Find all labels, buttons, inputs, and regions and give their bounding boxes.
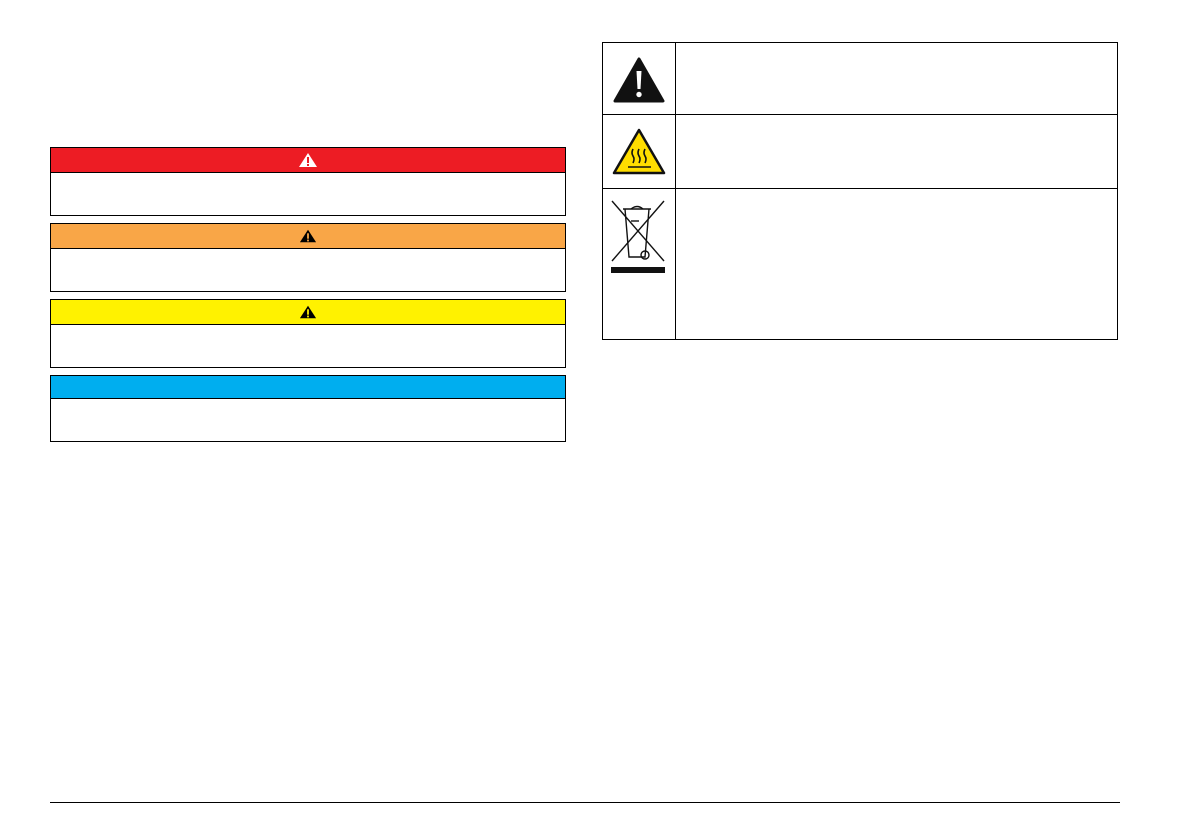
warning-triangle-black-icon: [299, 305, 317, 319]
symbol-table: [602, 42, 1118, 340]
warning-header: [51, 224, 565, 249]
table-row: [602, 188, 1118, 340]
hot-surface-icon: [612, 128, 666, 175]
description-cell: [675, 188, 1118, 340]
caution-header: [51, 300, 565, 325]
description-cell: [675, 42, 1118, 115]
caution-body: [51, 325, 565, 367]
caution-notice: [50, 299, 566, 368]
symbol-cell: [602, 188, 676, 340]
danger-header: [51, 148, 565, 173]
symbol-cell: [602, 114, 676, 189]
warning-notice: [50, 223, 566, 292]
general-warning-icon: [613, 57, 665, 103]
weee-crossed-bin-icon: [611, 200, 665, 273]
footer-rule: [50, 802, 1120, 803]
description-cell: [675, 114, 1118, 189]
danger-body: [51, 173, 565, 215]
warning-triangle-black-icon: [299, 229, 317, 243]
table-row: [602, 42, 1118, 115]
symbol-cell: [602, 42, 676, 115]
info-notice: [50, 375, 566, 442]
warning-body: [51, 249, 565, 291]
danger-notice: [50, 147, 566, 216]
info-body: [51, 399, 565, 441]
info-header: [51, 376, 565, 399]
warning-triangle-white-icon: [299, 153, 317, 167]
table-row: [602, 114, 1118, 189]
